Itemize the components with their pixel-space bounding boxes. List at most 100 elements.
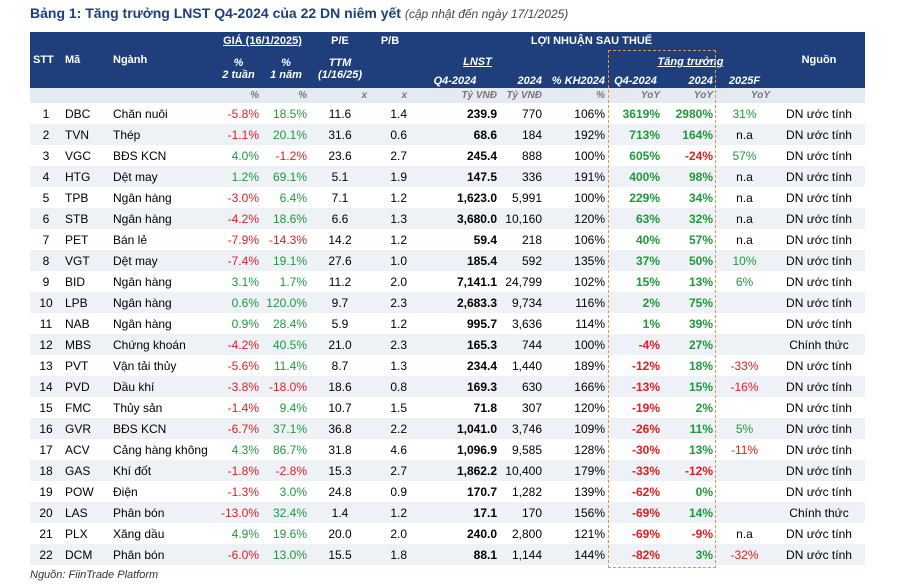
table-cell: -5.6% — [215, 355, 262, 376]
table-cell: 14% — [663, 502, 716, 523]
table-cell: 2.2 — [370, 418, 410, 439]
table-cell: 5.1 — [310, 166, 370, 187]
table-cell: 9.7 — [310, 292, 370, 313]
table-cell: 3.0% — [262, 481, 310, 502]
table-cell: 229% — [608, 187, 663, 208]
table-cell: 307 — [500, 397, 545, 418]
table-cell: 19.6% — [262, 523, 310, 544]
table-cell: -1.1% — [215, 124, 262, 145]
table-cell: Bán lẻ — [110, 229, 215, 250]
table-cell: -82% — [608, 544, 663, 565]
table-cell: -26% — [608, 418, 663, 439]
table-cell: 15.3 — [310, 460, 370, 481]
table-cell: 18.6% — [262, 208, 310, 229]
table-cell: 15.5 — [310, 544, 370, 565]
table-cell: 1.9 — [370, 166, 410, 187]
units-row: %% x x Tỷ VNĐ Tỷ VNĐ% YoY YoY YoY — [30, 88, 865, 103]
table-cell: 7,141.1 — [410, 271, 500, 292]
table-cell: -5.8% — [215, 103, 262, 124]
table-cell: -1.4% — [215, 397, 262, 418]
table-cell: PLX — [62, 523, 110, 544]
table-cell: 4.9% — [215, 523, 262, 544]
table-cell: 147.5 — [410, 166, 500, 187]
table-cell: -32% — [716, 544, 773, 565]
table-cell: Ngân hàng — [110, 271, 215, 292]
table-cell: 16 — [30, 418, 62, 439]
table-cell: 24,799 — [500, 271, 545, 292]
table-row: 5 TPB Ngân hàng -3.0% 6.4% 7.1 1.2 1,623.0 5,991… — [30, 187, 865, 208]
table-cell: 57% — [716, 145, 773, 166]
unit-cell — [110, 88, 215, 103]
table-cell — [716, 481, 773, 502]
table-cell: Ngân hàng — [110, 292, 215, 313]
table-cell — [716, 397, 773, 418]
table-cell: n.a — [716, 229, 773, 250]
table-cell: DN ước tính — [773, 124, 865, 145]
table-cell: 50% — [663, 250, 716, 271]
table-cell: 8.7 — [310, 355, 370, 376]
header-line: (1/16/25) — [317, 69, 363, 81]
table-cell: 239.9 — [410, 103, 500, 124]
table-cell: 19.1% — [262, 250, 310, 271]
table-cell: 630 — [500, 376, 545, 397]
table-cell: 2980% — [663, 103, 716, 124]
table-cell: 1.3 — [370, 208, 410, 229]
table-cell — [716, 313, 773, 334]
table-cell: Điện — [110, 481, 215, 502]
table-cell: Vận tải thủy — [110, 355, 215, 376]
unit-cell — [773, 88, 865, 103]
table-cell: DN ước tính — [773, 103, 865, 124]
table-cell: -62% — [608, 481, 663, 502]
table-cell: 240.0 — [410, 523, 500, 544]
table-cell: Ngân hàng — [110, 313, 215, 334]
table-cell: 3,680.0 — [410, 208, 500, 229]
source-note: Nguồn: FiinTrade Platform — [30, 569, 159, 581]
table-cell: DN ước tính — [773, 187, 865, 208]
table-cell: DN ước tính — [773, 397, 865, 418]
table-cell: 106% — [545, 229, 608, 250]
table-cell: 0% — [663, 481, 716, 502]
table-cell: -4.2% — [215, 334, 262, 355]
table-cell: 191% — [545, 166, 608, 187]
table-row: 15 FMC Thủy sản -1.4% 9.4% 10.7 1.5 71.8 307 120%… — [30, 397, 865, 418]
table-cell: 69.1% — [262, 166, 310, 187]
table-cell: 37% — [608, 250, 663, 271]
table-cell: 28.4% — [262, 313, 310, 334]
table-cell: Dệt may — [110, 250, 215, 271]
header-cell: 2025F — [716, 74, 773, 88]
table-cell: Khí đốt — [110, 460, 215, 481]
table-cell: -12% — [663, 460, 716, 481]
table-cell: 5% — [716, 418, 773, 439]
table-cell: 2,800 — [500, 523, 545, 544]
table-cell: DN ước tính — [773, 523, 865, 544]
table-cell: 6 — [30, 208, 62, 229]
header-text: GIÁ (16/1/2025) — [223, 35, 302, 47]
table-cell: -19% — [608, 397, 663, 418]
table-cell: 2% — [608, 292, 663, 313]
table-cell: Thủy sản — [110, 397, 215, 418]
header-line: % — [281, 57, 291, 69]
table-cell: 57% — [663, 229, 716, 250]
header-cell: P/E — [310, 32, 370, 50]
table-cell: DN ước tính — [773, 355, 865, 376]
table-row: 16 GVR BĐS KCN -6.7% 37.1% 36.8 2.2 1,041.0 3,74… — [30, 418, 865, 439]
table-cell: 15% — [663, 376, 716, 397]
table-row: 8 VGT Dệt may -7.4% 19.1% 27.6 1.0 185.4 592 135%… — [30, 250, 865, 271]
table-cell: 120% — [545, 397, 608, 418]
table: STT Mã Ngành GIÁ (16/1/2025) P/E P/B LỢI… — [30, 32, 865, 565]
table-cell: 11.4% — [262, 355, 310, 376]
table-row: 19 POW Điện -1.3% 3.0% 24.8 0.9 170.7 1,282 139% -… — [30, 481, 865, 502]
table-cell: 2.7 — [370, 460, 410, 481]
table-cell: n.a — [716, 166, 773, 187]
table-cell: 10.7 — [310, 397, 370, 418]
table-cell: -33% — [716, 355, 773, 376]
table-cell: 6.4% — [262, 187, 310, 208]
table-cell: 7 — [30, 229, 62, 250]
header-line: TTM — [328, 57, 352, 69]
table-cell: 18% — [663, 355, 716, 376]
table-cell: 14 — [30, 376, 62, 397]
header-cell: TTM (1/16/25) — [310, 50, 370, 88]
header-cell: 2024 — [500, 74, 545, 88]
table-cell: 1.4 — [370, 103, 410, 124]
